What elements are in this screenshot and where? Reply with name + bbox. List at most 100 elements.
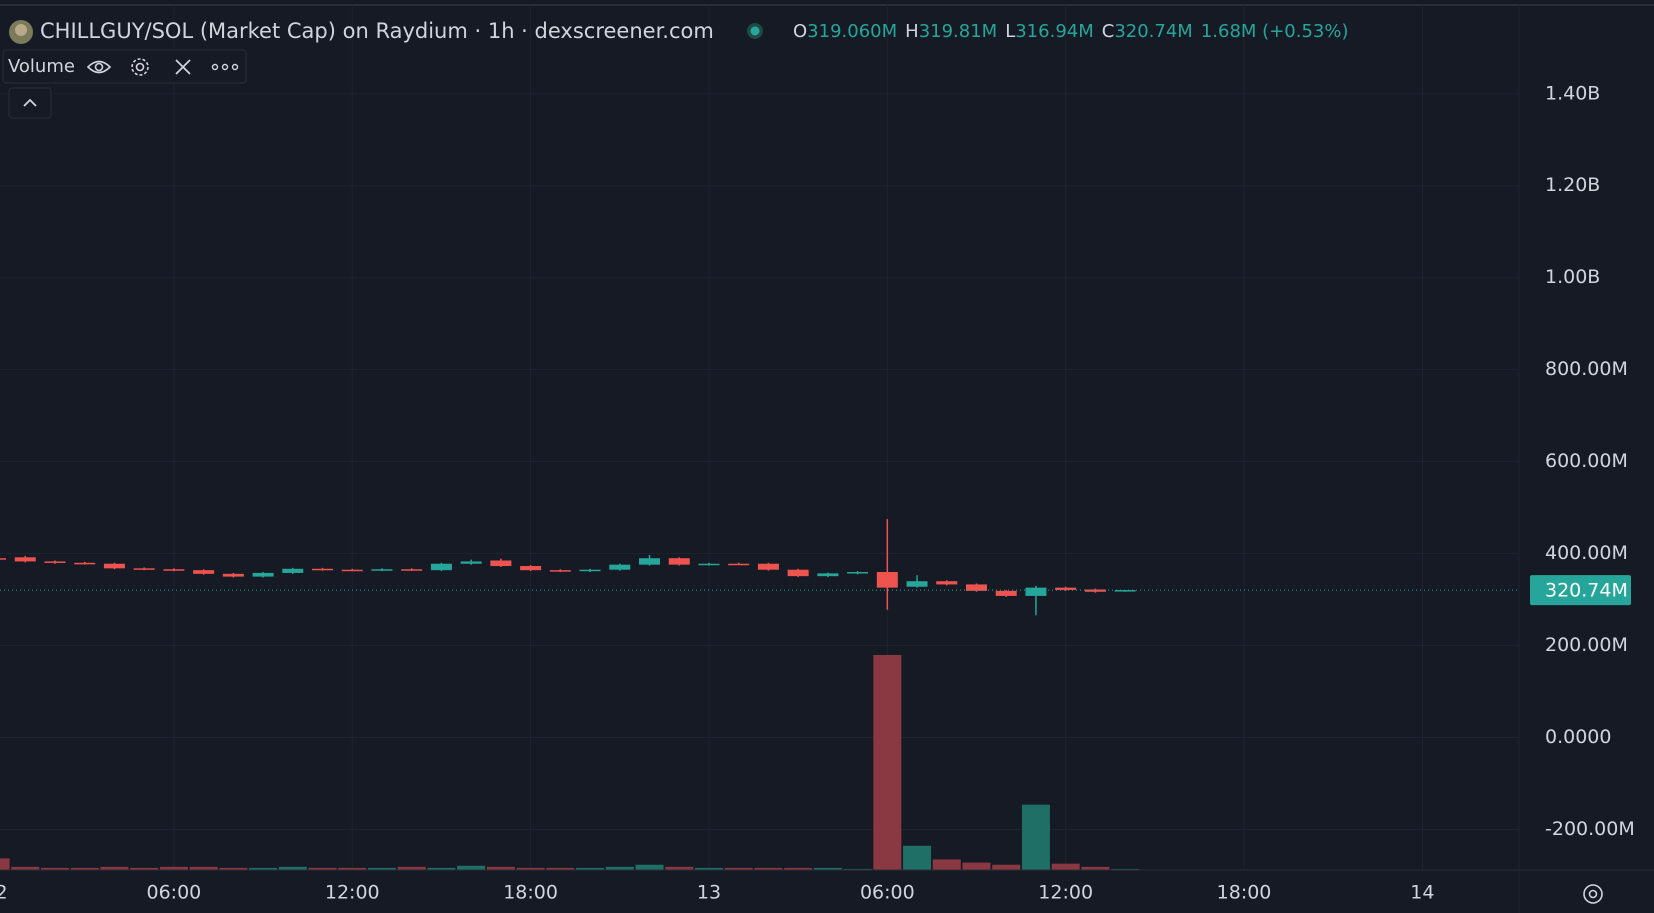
ohlc-value: 320.74M — [1114, 21, 1193, 42]
volume-bar — [784, 867, 813, 870]
candle-body — [520, 566, 542, 571]
y-tick-label: 800.00M — [1545, 358, 1628, 380]
volume-bar — [992, 864, 1021, 870]
volume-bar — [0, 858, 10, 870]
volume-bar — [130, 867, 159, 870]
volume-bar — [338, 867, 367, 870]
volume-bar — [219, 867, 248, 870]
volume-bar — [843, 868, 872, 870]
indicator-name: Volume — [8, 56, 75, 77]
candle-body — [133, 568, 155, 570]
collapse-arrow — [23, 98, 37, 107]
volume-bar — [486, 866, 515, 870]
volume-bar — [100, 866, 129, 870]
candle-body — [401, 569, 423, 571]
volume-bar — [605, 866, 634, 870]
candle-body — [252, 572, 274, 577]
candle-body — [14, 557, 36, 562]
candle-body — [103, 563, 125, 569]
x-tick-label: 12:00 — [325, 882, 380, 904]
candle-body — [312, 568, 334, 571]
ohlc-value: 316.94M — [1015, 21, 1094, 42]
x-tick-label: 18:00 — [1217, 882, 1272, 904]
volume-bar — [278, 866, 307, 870]
volume-bar — [903, 845, 932, 870]
volume-bar — [159, 866, 188, 870]
y-tick-label: 400.00M — [1545, 542, 1628, 564]
candle-body — [44, 561, 66, 563]
close-icon[interactable] — [175, 59, 191, 75]
candle-body — [698, 563, 720, 566]
x-tick-label: 06:00 — [147, 882, 202, 904]
candle-body — [460, 561, 482, 564]
last-price-label: 320.74M — [1545, 580, 1628, 602]
ohlc-value: 319.81M — [919, 21, 998, 42]
axes: -200.00M 0.0000 200.00M 400.00M 600.00M 800.0… — [0, 82, 1635, 903]
volume-bar — [308, 867, 337, 870]
status-dot — [750, 26, 760, 36]
volume-bar — [11, 866, 40, 870]
volume-bar — [932, 859, 961, 870]
eye-icon[interactable] — [86, 60, 112, 74]
x-tick-label: 13 — [697, 882, 721, 904]
ohlc-change: 1.68M (+0.53%) — [1201, 21, 1349, 42]
volume-bar — [813, 867, 842, 870]
volume-bar — [1111, 868, 1140, 870]
more-icon[interactable] — [211, 63, 239, 71]
volume-bar — [397, 866, 426, 870]
ohlc-key: H — [905, 21, 919, 42]
collapse-button[interactable] — [8, 87, 52, 119]
volume-bar — [665, 866, 694, 870]
volume-bar — [70, 867, 99, 870]
candle-body — [906, 581, 928, 587]
candle-body — [817, 573, 839, 577]
candle-body — [936, 581, 958, 585]
volume-bar — [189, 866, 218, 870]
x-tick-label: 14 — [1410, 882, 1434, 904]
candle-body — [222, 573, 244, 577]
volume-bar — [516, 867, 545, 870]
candle-body — [0, 558, 7, 560]
volume-bar — [962, 862, 991, 870]
indicator-panel — [2, 49, 247, 84]
candle-body — [282, 568, 304, 573]
candle-body — [549, 570, 571, 572]
ohlc-key: O — [793, 21, 807, 42]
y-tick-label: 1.00B — [1545, 266, 1600, 288]
candle-body — [1114, 590, 1136, 592]
ohlc-value: 319.060M — [807, 21, 897, 42]
y-tick-label: 600.00M — [1545, 450, 1628, 472]
volume-bar — [457, 865, 486, 870]
volume-bar — [694, 867, 723, 870]
volume-bar — [249, 867, 278, 870]
axis-settings-icon[interactable] — [1583, 884, 1603, 904]
candle-body — [74, 562, 96, 565]
candle-body — [490, 560, 512, 567]
last-price-badge — [1530, 575, 1631, 606]
candle-body — [609, 564, 631, 570]
y-tick-label: -200.00M — [1545, 818, 1635, 840]
candle-body — [371, 569, 393, 571]
candle-body — [757, 563, 779, 570]
candle-body — [876, 572, 898, 588]
candle-body — [1025, 587, 1047, 596]
volume-bar — [724, 867, 753, 870]
x-tick-label: 06:00 — [860, 882, 915, 904]
candle-body — [430, 563, 452, 571]
candle-body — [579, 569, 601, 572]
candle-body — [787, 569, 809, 577]
volume-bar — [427, 867, 456, 870]
volume-bar — [635, 864, 664, 870]
y-tick-label: 0.0000 — [1545, 726, 1611, 748]
volume-bar — [40, 867, 69, 870]
candle-body — [193, 570, 215, 574]
ohlc-key: L — [1005, 21, 1015, 42]
settings-icon[interactable] — [131, 58, 149, 76]
candle-body — [728, 563, 750, 566]
candle-body — [1055, 587, 1077, 590]
candle-body — [668, 558, 690, 565]
volume-bar — [1021, 804, 1050, 870]
volume-bar — [367, 867, 396, 870]
